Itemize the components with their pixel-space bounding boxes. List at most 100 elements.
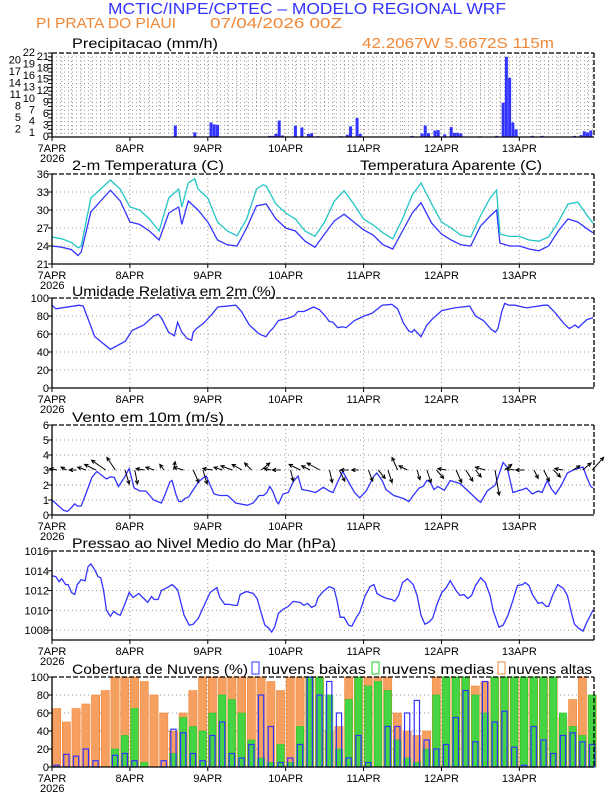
legend-high-cloud-swatch	[497, 661, 506, 675]
y-tick-label: 5	[15, 112, 21, 124]
x-tick-label: 12APR	[424, 270, 459, 282]
y-tick-label: 40	[37, 347, 49, 359]
y-tick-label: 2	[15, 123, 21, 135]
wind-arrow	[338, 469, 346, 483]
x-tick-label: 7APR	[38, 270, 67, 282]
wind-arrow	[172, 460, 177, 471]
wind-arrow	[329, 469, 334, 484]
x-tick-label: 9APR	[193, 521, 222, 533]
x-tick-label: 10APR	[268, 773, 303, 785]
y-tick-label: 10	[23, 93, 35, 105]
y-tick-label: 80	[37, 690, 49, 702]
x-tick-label: 7APR	[38, 143, 67, 155]
wind-arrow	[231, 463, 243, 471]
y-tick-label: 36	[37, 169, 49, 181]
y-tick-label: 18	[37, 62, 49, 74]
x-year-label: 2026	[40, 153, 64, 165]
x-tick-label: 10APR	[268, 394, 303, 406]
wind-arrow	[455, 469, 463, 484]
legend-mid-cloud-swatch	[371, 661, 380, 675]
high-cloud-bar	[149, 694, 159, 768]
wind-arrow	[300, 465, 311, 471]
wind-arrow	[134, 466, 145, 472]
y-tick-label: 7	[29, 104, 35, 116]
x-tick-label: 11APR	[347, 521, 381, 533]
temp-title: 2-m Temperatura (C)	[72, 157, 224, 173]
y-tick-label: 3	[43, 465, 49, 477]
precip-bar	[277, 120, 281, 137]
x-tick-label: 8APR	[116, 646, 145, 658]
wind-arrow	[553, 469, 562, 478]
x-tick-label: 9APR	[193, 646, 222, 658]
x-tick-label: 10APR	[268, 646, 303, 658]
precip-bar	[586, 132, 590, 137]
y-tick-label: 100	[31, 293, 49, 305]
wind-arrow	[290, 469, 295, 483]
wind-arrow	[367, 469, 374, 483]
rh-panel: 0 20 40 60 80 100 7APR 8APR 9APR 10APR 11APR 12APR 1…	[31, 293, 595, 416]
y-tick-label: 80	[37, 311, 49, 323]
wind-arrow	[339, 467, 349, 473]
x-tick-label: 9APR	[193, 143, 222, 155]
legend-low-cloud-label: nuvens baixas	[262, 661, 366, 677]
precip-bar	[501, 102, 505, 137]
wind-arrow	[436, 466, 447, 472]
x-year-label: 2026	[40, 404, 64, 416]
x-tick-label: 13APR	[502, 143, 537, 155]
y-tick-label: 0	[43, 383, 49, 395]
wind-panel: 0 1 2 3 4 5 6 7APR 8APR 9APR 10APR 11APR 12APR 13APR 2…	[38, 420, 605, 543]
legend-low-cloud-swatch	[251, 661, 260, 675]
mid-cloud-bar	[344, 699, 353, 768]
wind-title: Vento em 10m (m/s)	[72, 409, 224, 425]
mid-cloud-bar	[374, 681, 382, 768]
mid-cloud-bar	[364, 685, 373, 768]
wind-arrow	[288, 463, 301, 471]
wind-arrow	[465, 469, 474, 483]
location-label: PI PRATA DO PIAUI	[36, 15, 176, 32]
y-tick-label: 19	[23, 58, 35, 70]
y-tick-label: 14	[9, 78, 21, 90]
legend-mid-cloud-label: nuvens medias	[382, 661, 494, 677]
precip-bar	[300, 127, 304, 137]
wind-arrow	[553, 466, 564, 472]
wind-arrow	[192, 469, 200, 484]
x-tick-label: 13APR	[502, 394, 537, 406]
x-tick-label: 7APR	[38, 521, 67, 533]
wind-arrow	[261, 462, 271, 471]
precip-bar	[358, 133, 362, 137]
x-tick-label: 13APR	[502, 646, 537, 658]
y-tick-label: 21	[37, 51, 49, 63]
wind-arrow	[494, 469, 501, 497]
precip-bar	[582, 131, 586, 137]
y-tick-label: 21	[37, 259, 49, 271]
wind-arrow	[391, 456, 399, 471]
precip-bar	[504, 56, 508, 138]
coords-label: 42.2067W 5.6672S 115m	[362, 35, 554, 52]
wind-arrow	[514, 467, 525, 473]
series-line-blue	[51, 189, 594, 257]
precip-bar	[443, 134, 447, 137]
x-tick-label: 8APR	[116, 521, 145, 533]
precip-bar	[426, 133, 430, 137]
wind-arrow	[144, 466, 155, 471]
precip-bar	[508, 77, 512, 137]
x-tick-label: 12APR	[424, 394, 459, 406]
high-cloud-bar	[100, 690, 110, 768]
precip-bar	[459, 133, 463, 137]
precip-bar	[212, 124, 216, 137]
y-tick-label: 17	[9, 66, 21, 78]
wind-arrow	[202, 469, 209, 486]
precip-bar	[514, 129, 518, 137]
wind-arrow	[426, 469, 433, 484]
x-tick-label: 11APR	[347, 143, 381, 155]
high-cloud-bar	[91, 694, 100, 768]
x-tick-label: 8APR	[116, 270, 145, 282]
wind-arrow	[212, 466, 223, 471]
apparent-temp-legend: Temperatura Aparente (C)	[360, 157, 542, 173]
y-tick-label: 60	[37, 329, 49, 341]
x-tick-label: 13APR	[502, 773, 537, 785]
precip-bar	[355, 117, 359, 137]
y-tick-label: 60	[37, 708, 49, 720]
y-tick-label: 1016	[25, 546, 49, 558]
